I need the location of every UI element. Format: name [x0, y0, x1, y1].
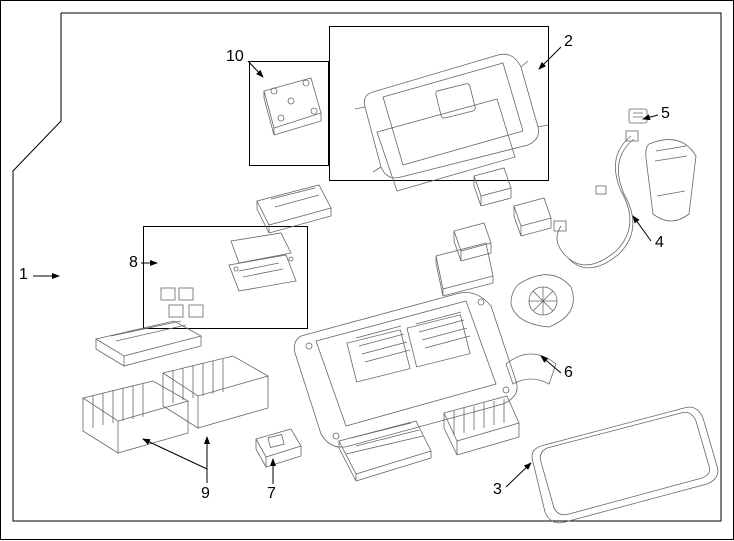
- label-10: 10: [226, 48, 244, 66]
- label-1: 1: [19, 266, 28, 284]
- label-7: 7: [267, 485, 276, 503]
- label-6: 6: [564, 364, 573, 382]
- label-5: 5: [661, 105, 670, 123]
- label-9: 9: [201, 485, 210, 503]
- label-4: 4: [655, 234, 664, 252]
- exploded-diagram: 1 2 3 4 5 6 7 8 9 10: [0, 0, 734, 540]
- label-3: 3: [493, 481, 502, 499]
- label-8: 8: [129, 254, 138, 272]
- part-drawings: [1, 1, 734, 541]
- label-2: 2: [564, 33, 573, 51]
